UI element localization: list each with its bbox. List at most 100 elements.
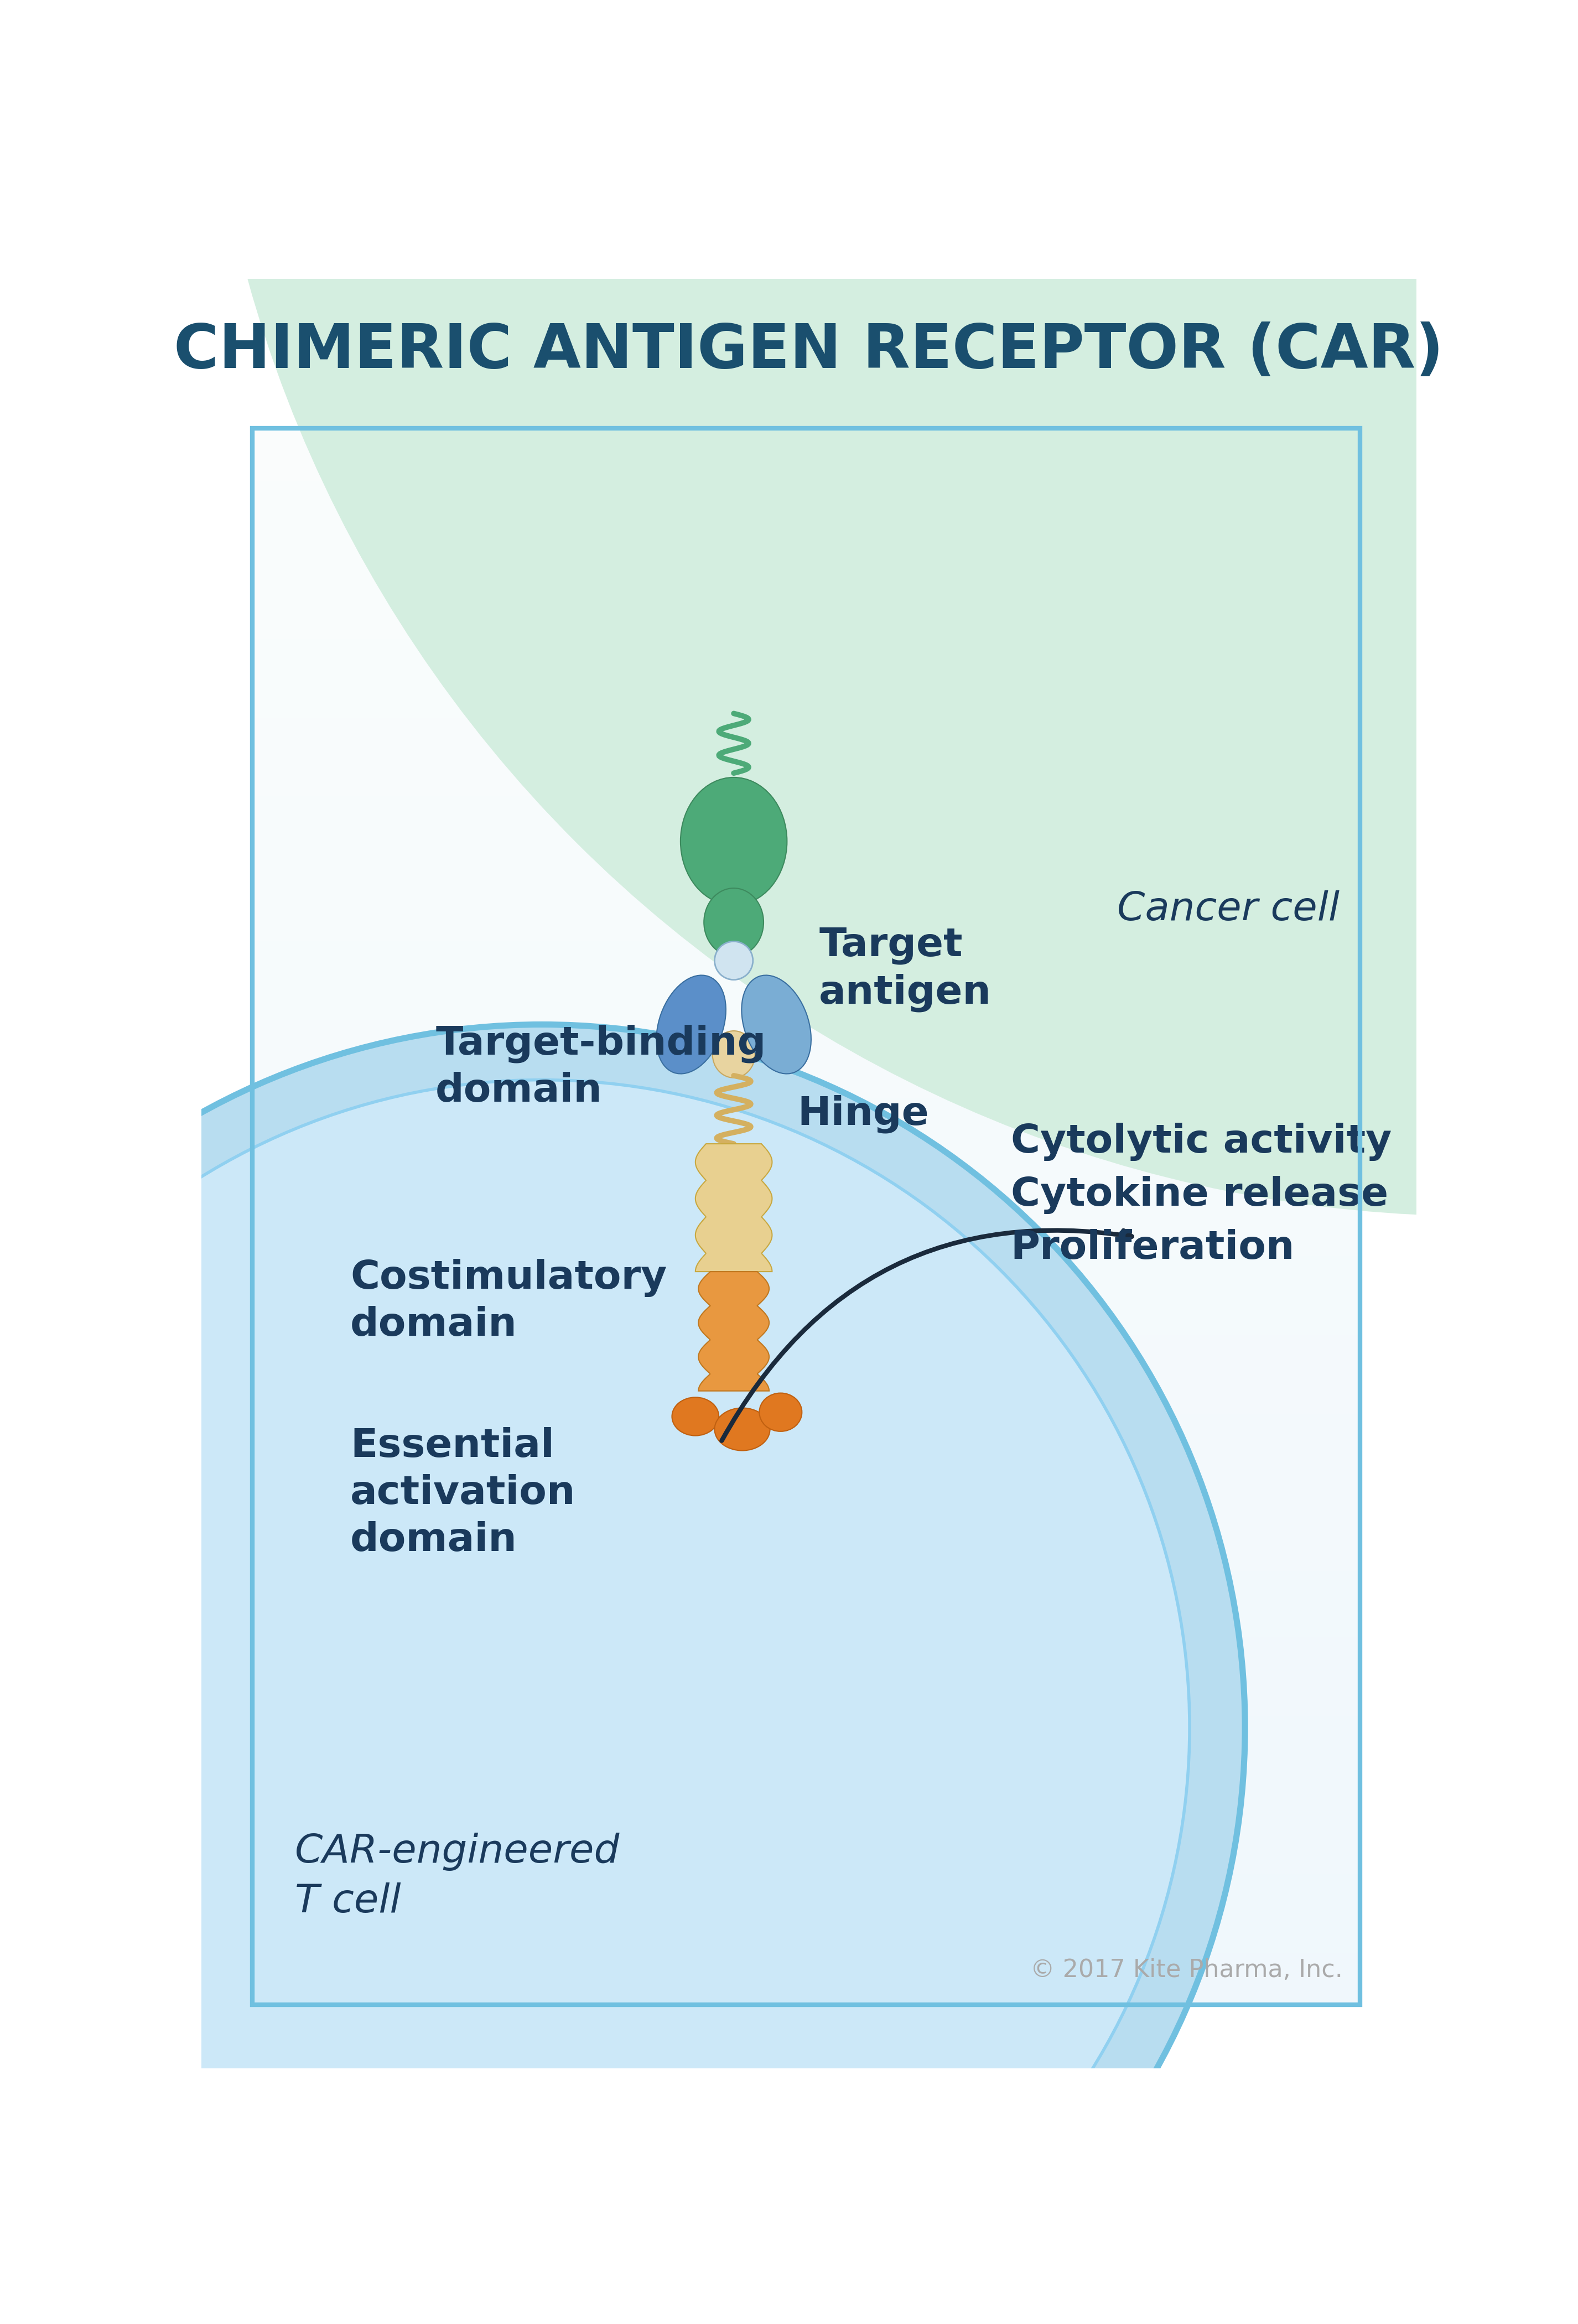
Bar (252, 1190, 1360, 1204)
Bar (252, 730, 1360, 744)
Bar (252, 1294, 1360, 1308)
Bar (252, 1597, 1360, 1611)
Bar (252, 1466, 1360, 1478)
Bar (252, 1611, 1360, 1624)
Bar (252, 1060, 1360, 1071)
Bar (252, 1020, 1360, 1032)
Bar (252, 1913, 1360, 1927)
Ellipse shape (715, 941, 753, 981)
Text: CHIMERIC ANTIGEN RECEPTOR (CAR): CHIMERIC ANTIGEN RECEPTOR (CAR) (174, 321, 1444, 381)
Ellipse shape (759, 1392, 802, 1432)
Bar (252, 586, 1360, 600)
Bar (252, 1032, 1360, 1046)
Text: Cancer cell: Cancer cell (1117, 890, 1340, 930)
Text: Cytolytic activity
Cytokine release
Proliferation: Cytolytic activity Cytokine release Prol… (1010, 1122, 1392, 1267)
Bar (252, 1624, 1360, 1636)
Bar (252, 704, 1360, 718)
Bar (252, 532, 1360, 546)
Bar (252, 572, 1360, 586)
Bar (252, 1794, 1360, 1808)
Bar (252, 902, 1360, 913)
Text: Target
antigen: Target antigen (819, 927, 991, 1011)
Bar (252, 651, 1360, 665)
Bar (252, 718, 1360, 730)
Text: Costimulatory
domain: Costimulatory domain (350, 1260, 667, 1343)
Ellipse shape (742, 976, 811, 1074)
Bar (252, 1650, 1360, 1664)
Bar (252, 1834, 1360, 1848)
Bar (252, 1585, 1360, 1597)
Bar (252, 783, 1360, 795)
Polygon shape (696, 1143, 772, 1271)
Bar (252, 1413, 1360, 1427)
Bar (252, 1243, 1360, 1255)
Bar (252, 1427, 1360, 1439)
Bar (252, 1808, 1360, 1820)
Bar (252, 1506, 1360, 1518)
Ellipse shape (202, 0, 1578, 1215)
Bar (252, 1938, 1360, 1952)
Ellipse shape (656, 976, 726, 1074)
Bar (252, 1848, 1360, 1859)
Bar (252, 1362, 1360, 1373)
Bar (252, 769, 1360, 783)
Bar (252, 1373, 1360, 1387)
Bar (252, 1283, 1360, 1294)
Text: CAR-engineered
T cell: CAR-engineered T cell (295, 1831, 620, 1920)
Bar (252, 834, 1360, 848)
Bar (252, 848, 1360, 862)
Ellipse shape (704, 888, 764, 957)
Bar (252, 953, 1360, 967)
Bar (252, 823, 1360, 834)
Text: Essential
activation
domain: Essential activation domain (350, 1427, 576, 1559)
Bar (252, 862, 1360, 874)
Bar (252, 1780, 1360, 1794)
Bar (252, 1136, 1360, 1150)
Ellipse shape (715, 1408, 770, 1450)
Bar (252, 1899, 1360, 1913)
Bar (252, 941, 1360, 953)
Bar (252, 888, 1360, 902)
Bar (252, 1308, 1360, 1322)
Bar (252, 1046, 1360, 1060)
Bar (252, 690, 1360, 704)
Ellipse shape (0, 1025, 1245, 2324)
Bar (252, 1334, 1360, 1348)
Bar (252, 992, 1360, 1006)
Bar (252, 1571, 1360, 1585)
Bar (252, 679, 1360, 690)
Bar (252, 1518, 1360, 1532)
Polygon shape (202, 0, 791, 256)
Bar (252, 1322, 1360, 1334)
Bar (252, 1755, 1360, 1769)
Bar (252, 1164, 1360, 1176)
Bar (252, 927, 1360, 941)
Bar (252, 546, 1360, 560)
Bar (252, 1952, 1360, 1966)
Bar (252, 521, 1360, 532)
Bar (252, 665, 1360, 679)
Bar (252, 1715, 1360, 1729)
Bar (252, 1636, 1360, 1650)
Bar (252, 1399, 1360, 1413)
Ellipse shape (680, 776, 787, 906)
Bar (252, 1176, 1360, 1190)
Bar (252, 560, 1360, 572)
Ellipse shape (0, 1081, 1190, 2324)
Bar (252, 1387, 1360, 1399)
Bar (252, 755, 1360, 769)
Bar (252, 1492, 1360, 1506)
Bar (252, 795, 1360, 809)
Bar (252, 1085, 1360, 1097)
Bar (252, 1769, 1360, 1780)
Bar (252, 1729, 1360, 1741)
Bar (252, 1820, 1360, 1834)
Bar (252, 1545, 1360, 1557)
Bar (252, 874, 1360, 888)
Bar (252, 611, 1360, 625)
Bar (252, 967, 1360, 981)
Bar (252, 1071, 1360, 1085)
Bar (252, 913, 1360, 927)
Bar (252, 1452, 1360, 1466)
Bar (252, 442, 1360, 453)
